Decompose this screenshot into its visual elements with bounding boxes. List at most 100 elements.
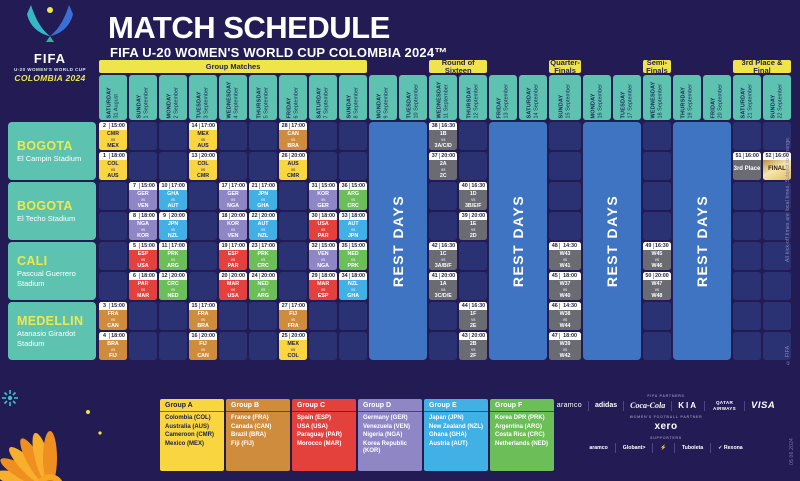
home-team: ESP (137, 250, 149, 257)
logo-edition-text: COLOMBIA 2024 (14, 73, 86, 83)
vs-label: vs (110, 137, 116, 143)
empty-cell (642, 122, 671, 150)
day-header: TUESDAY 17 September (612, 75, 641, 120)
match-teams: MEX vs COL (279, 340, 308, 360)
match-number: 34 (341, 273, 351, 279)
match-time: 18:00 (111, 333, 125, 339)
match-label: 3rd Place (733, 166, 761, 173)
day-header-text: SUNDAY 8 September (340, 77, 367, 119)
empty-cell (219, 122, 248, 150)
empty-cell (219, 302, 248, 330)
match-cell: 36 15:00 ARG vs CRC (339, 182, 368, 210)
home-team: W43 (559, 250, 571, 257)
vs-label: vs (562, 317, 568, 323)
match-time: 18:00 (141, 273, 155, 279)
vs-label: vs (230, 197, 236, 203)
match-header: 16 20:00 (189, 332, 218, 340)
day-header: SUNDAY 22 September (762, 75, 791, 120)
day-date: 10 September (413, 83, 420, 118)
home-team: JPN (257, 190, 269, 197)
match-teams: W45 vs W46 (642, 250, 671, 270)
day-header: MONDAY 2 September (159, 75, 188, 120)
venue-city: MEDELLIN (17, 314, 84, 329)
match-teams: FINAL (762, 160, 791, 180)
sponsor-separator (704, 400, 706, 411)
away-team: AUT (167, 202, 179, 209)
match-time: 18:00 (563, 273, 577, 279)
match-cell: 20 20:00 MAR vs USA (219, 272, 248, 300)
sponsor-separator (623, 400, 625, 411)
tournament-logo: FIFA U-20 WOMEN'S WORLD CUP COLOMBIA 202… (4, 4, 96, 83)
empty-cell (189, 182, 218, 210)
vs-label: vs (140, 257, 146, 263)
sponsor-separator (614, 443, 616, 453)
match-number: 10 (161, 183, 171, 189)
empty-cell (642, 302, 671, 330)
day-date: 22 September (777, 83, 784, 118)
match-teams: W38 vs W44 (549, 310, 581, 330)
away-team: CRC (257, 262, 269, 269)
day-name: SATURDAY (526, 86, 533, 118)
match-number: 41 (431, 273, 441, 279)
match-number: 35 (341, 243, 351, 249)
day-date: 20 September (717, 83, 724, 118)
match-time: 17:00 (291, 303, 306, 309)
sponsor-separator (673, 443, 675, 453)
away-team: AUS (107, 172, 119, 179)
match-header: 13 20:00 (189, 152, 218, 160)
group-card-title: Group F (490, 399, 554, 412)
match-cell: 44 16:30 1F vs 2E (459, 302, 488, 330)
day-header-text: WEDNESDAY 11 September (430, 77, 457, 118)
vs-label: vs (441, 287, 446, 293)
match-header: 19 17:00 (219, 242, 248, 250)
away-team: 3A/B/F (434, 262, 452, 269)
empty-cell (549, 152, 581, 180)
logo-event-text: U-20 WOMEN'S WORLD CUP (14, 67, 86, 72)
team-entry: Austria (AUT) (429, 441, 468, 448)
day-header: SATURDAY 7 September (309, 75, 338, 120)
match-header: 6 18:00 (129, 272, 158, 280)
match-teams: W47 vs W48 (642, 280, 671, 300)
day-header: FRIDAY 20 September (702, 75, 731, 120)
stage-banner: Round of Sixteen (429, 58, 488, 74)
match-cell: 11 17:00 PRK vs ARG (159, 242, 188, 270)
empty-cell (159, 152, 188, 180)
empty-cell (762, 302, 791, 330)
team-entry: New Zealand (NZL) (429, 423, 484, 430)
away-team: 3A/C/D (434, 142, 452, 149)
day-name: THURSDAY (680, 86, 687, 118)
match-time: 17:00 (171, 183, 185, 189)
day-header: SATURDAY 31 August (99, 75, 128, 120)
match-teams: KOR vs VEN (219, 220, 248, 240)
match-cell: 42 16:30 1C vs 3A/B/F (429, 242, 458, 270)
match-number: 33 (341, 213, 351, 219)
empty-cell (459, 122, 488, 150)
home-team: KOR (227, 220, 239, 227)
match-time: 20:00 (471, 213, 486, 219)
home-team: 1E (469, 220, 477, 227)
match-header: 22 20:00 (249, 212, 278, 220)
day-name: WEDNESDAY (226, 80, 233, 118)
day-date: 19 September (687, 83, 694, 118)
match-number: 21 (251, 183, 261, 189)
match-teams: 1E vs 2D (459, 220, 488, 240)
match-teams: FRA vs BRA (189, 310, 218, 330)
match-header: 11 17:00 (159, 242, 188, 250)
team-entry: France (FRA) (231, 415, 269, 421)
day-date: 7 September (323, 86, 330, 119)
venue-cali: CALI Pascual Guerrero Stadium (8, 242, 96, 300)
match-teams: PRK vs CRC (249, 250, 278, 270)
match-time: 20:00 (171, 213, 185, 219)
group-card-teams: Japan (JPN) New Zealand (NZL) Ghana (GHA) A… (424, 412, 488, 451)
partner-logo: Coca-Cola (630, 401, 666, 410)
third-place-match-cell: 51 16:00 3rd Place (732, 152, 761, 180)
home-team: FIJ (289, 310, 297, 317)
match-number: 23 (251, 243, 261, 249)
match-time: 20:00 (441, 273, 456, 279)
match-teams: W43 vs W41 (549, 250, 581, 270)
empty-cell (249, 122, 278, 150)
day-date: 9 September (383, 86, 390, 119)
empty-cell (459, 272, 488, 300)
match-header: 43 20:00 (459, 332, 488, 340)
match-time: 16:30 (441, 243, 456, 249)
